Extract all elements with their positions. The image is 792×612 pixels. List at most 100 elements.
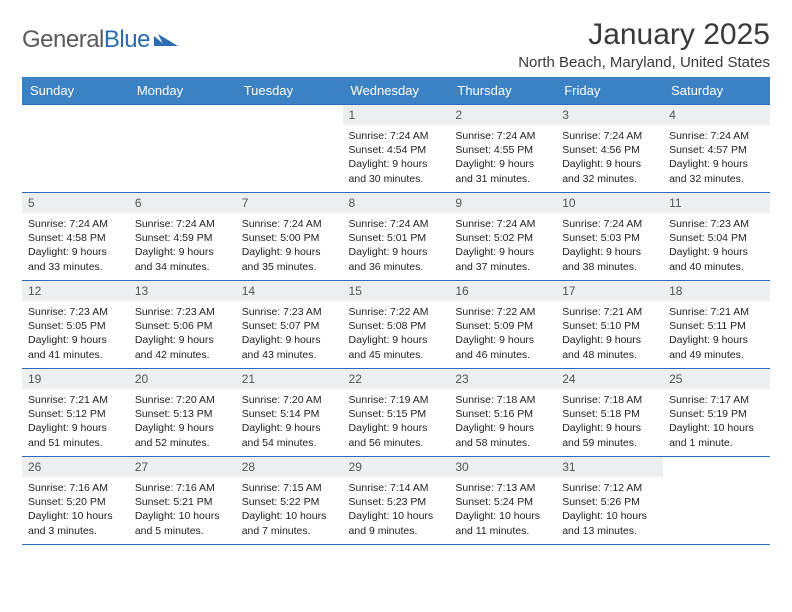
day-number: 28 [236, 457, 343, 477]
sunrise-line: Sunrise: 7:15 AM [242, 481, 337, 495]
day-details: Sunrise: 7:22 AMSunset: 5:09 PMDaylight:… [449, 301, 556, 368]
location: North Beach, Maryland, United States [518, 54, 770, 71]
day-number: 9 [449, 193, 556, 213]
day-number: 10 [556, 193, 663, 213]
calendar-cell: 24 Sunrise: 7:18 AMSunset: 5:18 PMDayligh… [556, 369, 663, 457]
sunrise-line: Sunrise: 7:24 AM [135, 217, 230, 231]
daylight-line: Daylight: 10 hours and 9 minutes. [349, 509, 444, 537]
sunrise-line: Sunrise: 7:24 AM [455, 129, 550, 143]
sunrise-line: Sunrise: 7:24 AM [349, 129, 444, 143]
calendar-body: 1Sunrise: 7:24 AMSunset: 4:54 PMDaylight… [22, 105, 770, 545]
daylight-line: Daylight: 10 hours and 5 minutes. [135, 509, 230, 537]
day-number: 4 [663, 105, 770, 125]
daylight-line: Daylight: 9 hours and 59 minutes. [562, 421, 657, 449]
calendar-cell: 13Sunrise: 7:23 AMSunset: 5:06 PMDayligh… [129, 281, 236, 369]
calendar-cell [129, 105, 236, 193]
sunrise-line: Sunrise: 7:21 AM [28, 393, 123, 407]
calendar-cell: 9Sunrise: 7:24 AMSunset: 5:02 PMDaylight… [449, 193, 556, 281]
sunrise-line: Sunrise: 7:14 AM [349, 481, 444, 495]
day-details: Sunrise: 7:24 AMSunset: 4:59 PMDaylight:… [129, 213, 236, 280]
day-number: 19 [22, 369, 129, 389]
brand-logo: GeneralBlue [22, 18, 180, 54]
day-details: Sunrise: 7:21 AMSunset: 5:11 PMDaylight:… [663, 301, 770, 368]
day-number: 29 [343, 457, 450, 477]
sunrise-line: Sunrise: 7:24 AM [28, 217, 123, 231]
day-details: Sunrise: 7:24 AMSunset: 4:57 PMDaylight:… [663, 125, 770, 192]
calendar-table: SundayMondayTuesdayWednesdayThursdayFrid… [22, 77, 770, 545]
day-number: 26 [22, 457, 129, 477]
header: GeneralBlue January 2025 North Beach, Ma… [22, 18, 770, 71]
calendar-cell: 22Sunrise: 7:19 AMSunset: 5:15 PMDayligh… [343, 369, 450, 457]
day-number: 7 [236, 193, 343, 213]
calendar-cell: 27Sunrise: 7:16 AMSunset: 5:21 PMDayligh… [129, 457, 236, 545]
daylight-line: Daylight: 9 hours and 56 minutes. [349, 421, 444, 449]
daylight-line: Daylight: 9 hours and 43 minutes. [242, 333, 337, 361]
daylight-line: Daylight: 9 hours and 52 minutes. [135, 421, 230, 449]
sunrise-line: Sunrise: 7:18 AM [562, 393, 657, 407]
calendar-cell: 19Sunrise: 7:21 AMSunset: 5:12 PMDayligh… [22, 369, 129, 457]
brand-name: GeneralBlue [22, 26, 150, 54]
day-details: Sunrise: 7:20 AMSunset: 5:13 PMDaylight:… [129, 389, 236, 456]
calendar-cell: 6Sunrise: 7:24 AMSunset: 4:59 PMDaylight… [129, 193, 236, 281]
daylight-line: Daylight: 9 hours and 48 minutes. [562, 333, 657, 361]
day-details: Sunrise: 7:24 AMSunset: 5:02 PMDaylight:… [449, 213, 556, 280]
sunset-line: Sunset: 5:09 PM [455, 319, 550, 333]
calendar-cell [663, 457, 770, 545]
sunset-line: Sunset: 5:03 PM [562, 231, 657, 245]
day-number: 18 [663, 281, 770, 301]
day-number: 5 [22, 193, 129, 213]
day-details: Sunrise: 7:24 AMSunset: 4:55 PMDaylight:… [449, 125, 556, 192]
sunrise-line: Sunrise: 7:21 AM [669, 305, 764, 319]
weekday-saturday: Saturday [663, 77, 770, 105]
day-number: 24 [556, 369, 663, 389]
calendar-cell: 17Sunrise: 7:21 AMSunset: 5:10 PMDayligh… [556, 281, 663, 369]
daylight-line: Daylight: 10 hours and 3 minutes. [28, 509, 123, 537]
day-number: 27 [129, 457, 236, 477]
daylight-line: Daylight: 10 hours and 11 minutes. [455, 509, 550, 537]
calendar-cell: 16Sunrise: 7:22 AMSunset: 5:09 PMDayligh… [449, 281, 556, 369]
sunset-line: Sunset: 5:05 PM [28, 319, 123, 333]
sunset-line: Sunset: 5:11 PM [669, 319, 764, 333]
daylight-line: Daylight: 9 hours and 38 minutes. [562, 245, 657, 273]
weekday-wednesday: Wednesday [343, 77, 450, 105]
calendar-cell: 15Sunrise: 7:22 AMSunset: 5:08 PMDayligh… [343, 281, 450, 369]
day-number: 20 [129, 369, 236, 389]
day-details: Sunrise: 7:24 AMSunset: 5:03 PMDaylight:… [556, 213, 663, 280]
calendar-cell: 4Sunrise: 7:24 AMSunset: 4:57 PMDaylight… [663, 105, 770, 193]
day-number: 3 [556, 105, 663, 125]
weekday-friday: Friday [556, 77, 663, 105]
sunrise-line: Sunrise: 7:16 AM [28, 481, 123, 495]
calendar-cell: 28Sunrise: 7:15 AMSunset: 5:22 PMDayligh… [236, 457, 343, 545]
daylight-line: Daylight: 10 hours and 7 minutes. [242, 509, 337, 537]
sunrise-line: Sunrise: 7:24 AM [562, 217, 657, 231]
day-number: 22 [343, 369, 450, 389]
calendar-cell: 25Sunrise: 7:17 AMSunset: 5:19 PMDayligh… [663, 369, 770, 457]
sunrise-line: Sunrise: 7:23 AM [28, 305, 123, 319]
calendar-cell: 2Sunrise: 7:24 AMSunset: 4:55 PMDaylight… [449, 105, 556, 193]
sunrise-line: Sunrise: 7:23 AM [669, 217, 764, 231]
calendar-cell: 8Sunrise: 7:24 AMSunset: 5:01 PMDaylight… [343, 193, 450, 281]
day-number: 12 [22, 281, 129, 301]
daylight-line: Daylight: 9 hours and 54 minutes. [242, 421, 337, 449]
daylight-line: Daylight: 9 hours and 31 minutes. [455, 157, 550, 185]
sunrise-line: Sunrise: 7:13 AM [455, 481, 550, 495]
sunrise-line: Sunrise: 7:16 AM [135, 481, 230, 495]
day-details: Sunrise: 7:21 AMSunset: 5:12 PMDaylight:… [22, 389, 129, 456]
day-number: 15 [343, 281, 450, 301]
sunset-line: Sunset: 5:18 PM [562, 407, 657, 421]
daylight-line: Daylight: 9 hours and 49 minutes. [669, 333, 764, 361]
daylight-line: Daylight: 9 hours and 35 minutes. [242, 245, 337, 273]
sunset-line: Sunset: 5:00 PM [242, 231, 337, 245]
day-number: 2 [449, 105, 556, 125]
day-number: 8 [343, 193, 450, 213]
sunset-line: Sunset: 5:15 PM [349, 407, 444, 421]
title-block: January 2025 North Beach, Maryland, Unit… [518, 18, 770, 71]
sunset-line: Sunset: 5:01 PM [349, 231, 444, 245]
day-details: Sunrise: 7:24 AMSunset: 4:58 PMDaylight:… [22, 213, 129, 280]
daylight-line: Daylight: 9 hours and 58 minutes. [455, 421, 550, 449]
sunrise-line: Sunrise: 7:20 AM [135, 393, 230, 407]
day-details: Sunrise: 7:12 AMSunset: 5:26 PMDaylight:… [556, 477, 663, 544]
calendar-row: 12 Sunrise: 7:23 AMSunset: 5:05 PM Dayligh… [22, 281, 770, 369]
daylight-line: Daylight: 9 hours and 32 minutes. [669, 157, 764, 185]
day-details: Sunrise: 7:24 AMSunset: 4:56 PMDaylight:… [556, 125, 663, 192]
